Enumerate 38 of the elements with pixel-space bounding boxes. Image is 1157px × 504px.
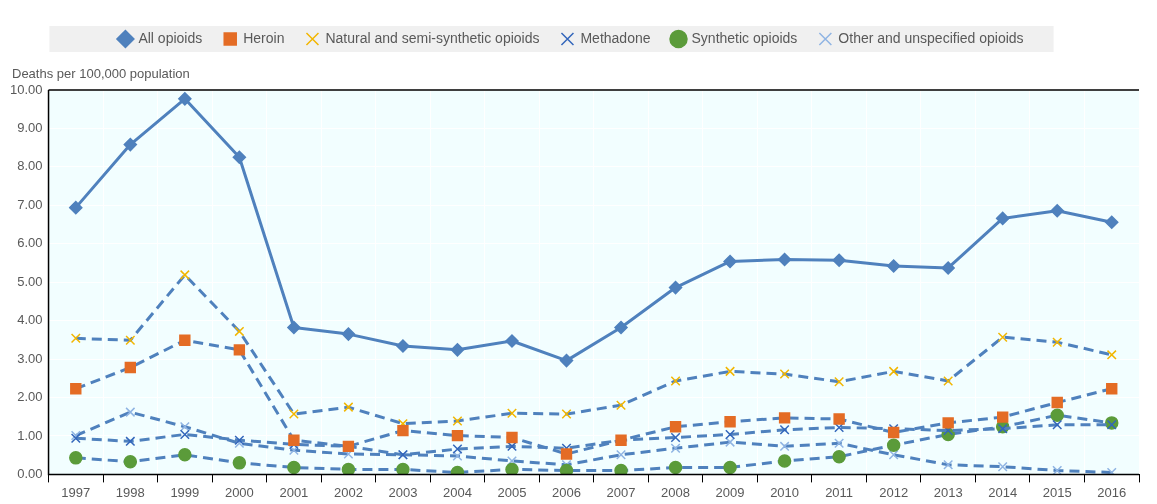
y-tick-label: 1.00 xyxy=(17,427,43,443)
y-tick-label: 8.00 xyxy=(17,158,43,174)
x-tick-label: 2001 xyxy=(279,484,309,500)
y-tick-label: 3.00 xyxy=(17,350,43,366)
y-tick-label: 6.00 xyxy=(17,235,43,251)
x-tick-label: 2005 xyxy=(497,484,527,500)
x-tick-label: 2000 xyxy=(224,484,254,500)
x-tick-label: 2009 xyxy=(715,484,745,500)
x-tick-label: 1998 xyxy=(115,484,145,500)
legend-label: Methadone xyxy=(580,29,651,46)
x-tick-label: 2011 xyxy=(825,484,854,500)
x-tick-label: 2003 xyxy=(388,484,418,500)
y-tick-label: 9.00 xyxy=(17,120,43,136)
x-tick-label: 2016 xyxy=(1097,484,1127,500)
legend-label: All opioids xyxy=(138,29,203,46)
x-tick-label: 2007 xyxy=(606,484,636,500)
x-tick-label: 2008 xyxy=(661,484,691,500)
x-tick-label: 2010 xyxy=(770,484,800,500)
y-axis-title: Deaths per 100,000 population xyxy=(12,66,190,81)
legend-label: Natural and semi-synthetic opioids xyxy=(325,29,540,46)
legend-label: Heroin xyxy=(243,29,285,46)
x-tick-label: 2002 xyxy=(333,484,363,500)
y-tick-label: 10.00 xyxy=(9,81,43,97)
y-tick-label: 5.00 xyxy=(17,273,43,289)
x-tick-label: 2013 xyxy=(933,484,963,500)
x-tick-label: 1999 xyxy=(170,484,200,500)
x-tick-label: 1997 xyxy=(61,484,91,500)
y-tick-label: 2.00 xyxy=(17,389,43,405)
legend-label: Synthetic opioids xyxy=(691,29,798,46)
x-tick-label: 2004 xyxy=(443,484,472,500)
x-tick-label: 2012 xyxy=(879,484,909,500)
x-tick-label: 2015 xyxy=(1042,484,1072,500)
x-tick-label: 2014 xyxy=(988,484,1018,500)
y-tick-label: 4.00 xyxy=(17,312,43,328)
x-tick-label: 2006 xyxy=(552,484,581,500)
y-tick-label: 7.00 xyxy=(17,196,43,212)
y-tick-label: 0.00 xyxy=(17,465,43,481)
legend-label: Other and unspecified opioids xyxy=(838,29,1024,46)
